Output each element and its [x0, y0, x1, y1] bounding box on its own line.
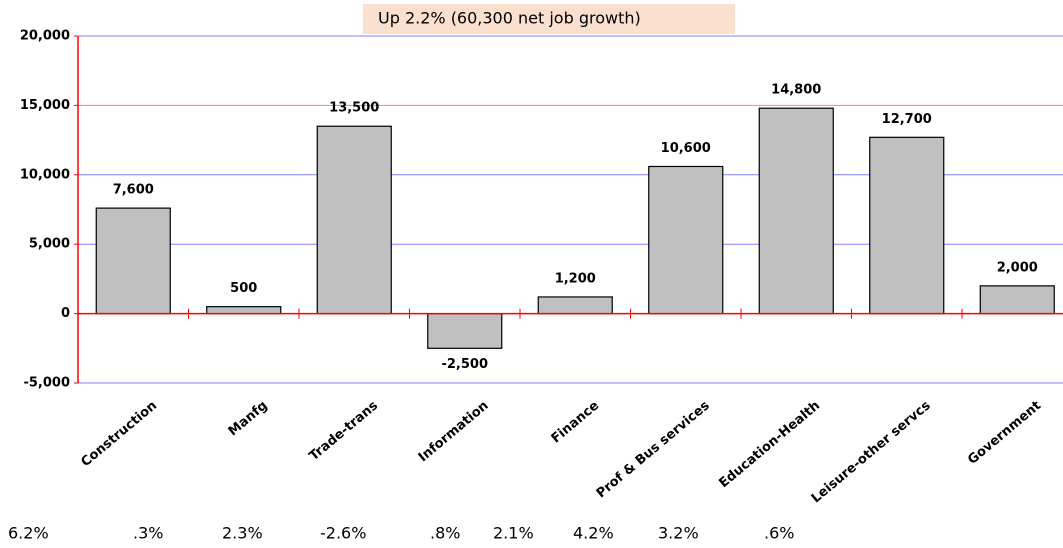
- value-label: -2,500: [441, 357, 488, 372]
- bar: [979, 285, 1055, 315]
- y-tick-label: 0: [61, 306, 70, 321]
- x-tick-label: Information: [416, 398, 492, 465]
- footer-label: 2.3%: [222, 524, 263, 543]
- footer-label: .6%: [764, 524, 794, 543]
- bar: [758, 107, 834, 315]
- y-tick-label: 20,000: [20, 29, 70, 44]
- x-tick-label: Prof & Bus services: [594, 398, 713, 501]
- x-tick-label: Trade-trans: [307, 398, 382, 464]
- value-label: 7,600: [113, 183, 154, 198]
- y-tick-label: 5,000: [29, 237, 70, 252]
- value-label: 14,800: [771, 83, 821, 98]
- footer-label: .3%: [133, 524, 163, 543]
- bar: [427, 313, 503, 349]
- bar: [206, 306, 282, 315]
- bar: [316, 125, 392, 315]
- x-tick-label: Education-Health: [716, 398, 823, 491]
- bar: [648, 165, 724, 315]
- x-tick-label: Manfg: [226, 398, 271, 439]
- y-tick-label: 10,000: [20, 167, 70, 182]
- x-tick-label: Finance: [549, 398, 603, 446]
- value-label: 13,500: [329, 101, 379, 116]
- value-label: 1,200: [555, 271, 596, 286]
- bar: [95, 207, 171, 315]
- footer-label: 2.1%: [493, 524, 534, 543]
- value-label: 12,700: [882, 112, 932, 127]
- bar: [537, 296, 613, 315]
- y-tick-label: -5,000: [23, 376, 70, 391]
- footer-label: 4.2%: [573, 524, 614, 543]
- value-label: 500: [230, 281, 257, 296]
- chart-title: Up 2.2% (60,300 net job growth): [378, 9, 641, 28]
- title-box: [363, 4, 735, 34]
- value-label: 10,600: [661, 141, 711, 156]
- y-tick-label: 15,000: [20, 98, 70, 113]
- x-tick-label: Government: [965, 398, 1044, 468]
- footer-label: 6.2%: [8, 524, 49, 543]
- x-tick-label: Construction: [78, 398, 160, 470]
- value-label: 2,000: [997, 260, 1038, 275]
- bar: [869, 136, 945, 315]
- footer-label: .8%: [430, 524, 460, 543]
- footer-label: -2.6%: [320, 524, 366, 543]
- footer-label: 3.2%: [658, 524, 699, 543]
- x-tick-label: Leisure-other servcs: [809, 398, 934, 506]
